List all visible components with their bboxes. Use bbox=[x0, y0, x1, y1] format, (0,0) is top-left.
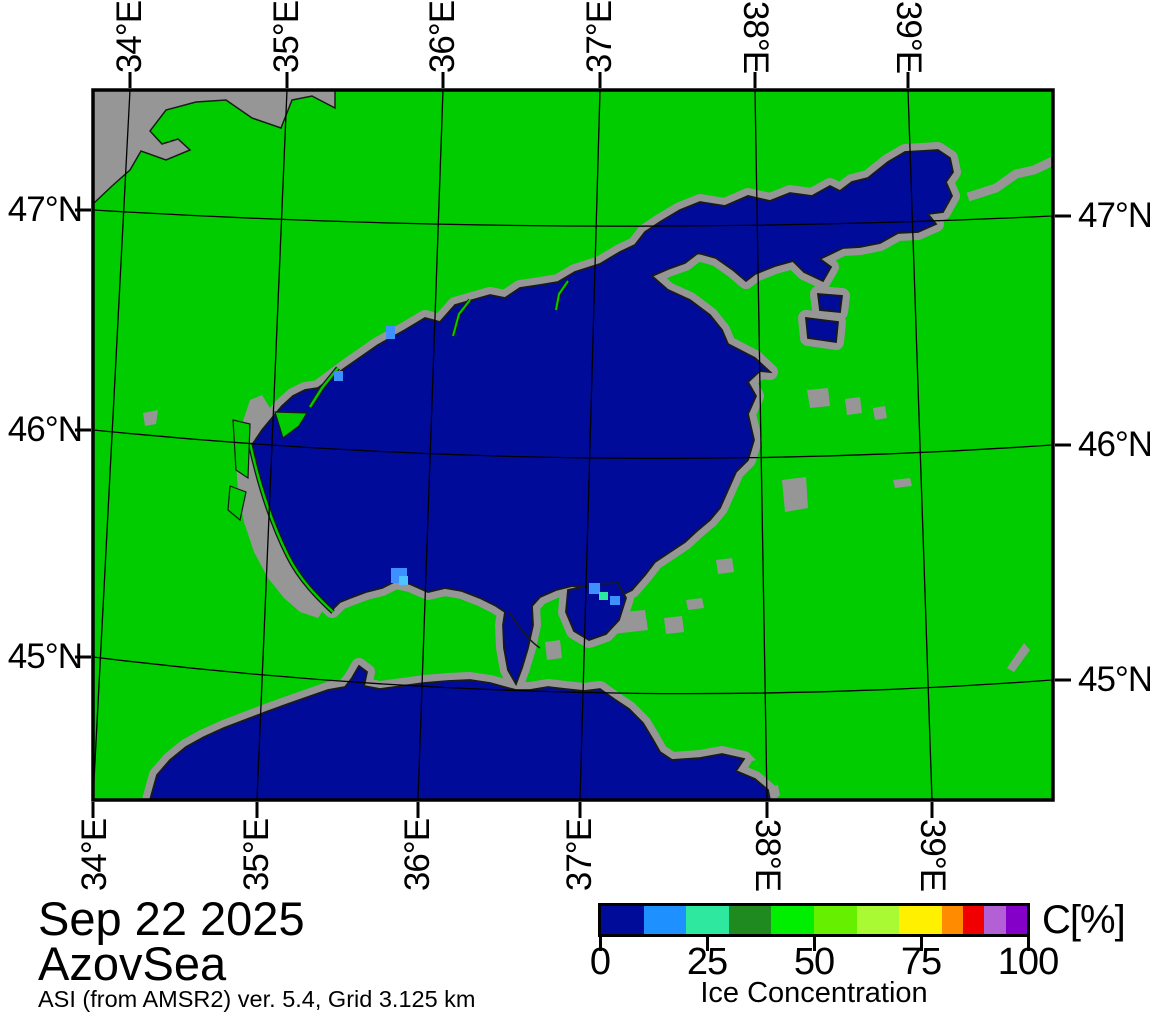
colorbar-tick-25 bbox=[706, 937, 709, 951]
lon-label-top-34e: 34°E bbox=[110, 0, 149, 74]
lon-label-bottom-36e: 36°E bbox=[398, 818, 437, 892]
colorbar-tick-0 bbox=[599, 937, 602, 951]
colorbar-segment-10-20 bbox=[643, 906, 687, 934]
colorbar-caption: Ice Concentration bbox=[700, 977, 928, 1009]
liman-south bbox=[804, 316, 839, 344]
axis-ticks bbox=[75, 72, 1071, 818]
lat-label-right-45n: 45°N bbox=[1078, 660, 1150, 699]
lon-label-top-37e: 37°E bbox=[580, 0, 619, 74]
meridian-38e bbox=[754, 90, 768, 800]
lat-label-left-46n: 46°N bbox=[7, 410, 83, 449]
parallel-47n bbox=[93, 209, 1053, 227]
henichesk-peninsula bbox=[274, 411, 309, 439]
lon-label-top-36e: 36°E bbox=[423, 0, 462, 74]
north-coast-spits bbox=[451, 279, 570, 337]
colorbar-unit-label: C[%] bbox=[1042, 898, 1126, 942]
colorbar-tick-100 bbox=[1027, 937, 1030, 951]
colorbar-segment-20-30 bbox=[686, 906, 729, 934]
black-sea bbox=[149, 664, 771, 800]
coast-zone-northwest bbox=[93, 90, 336, 206]
lon-label-bottom-37e: 37°E bbox=[560, 818, 599, 892]
lon-label-top-35e: 35°E bbox=[267, 0, 306, 74]
colorbar-segment-95-100 bbox=[1005, 906, 1027, 934]
region-title: AzovSea bbox=[38, 937, 227, 990]
lon-label-bottom-39e: 39°E bbox=[913, 818, 952, 892]
coast-gray-patches bbox=[143, 388, 1030, 798]
map-frame bbox=[91, 88, 1055, 802]
colorbar-segment-70-80 bbox=[899, 906, 942, 934]
lon-label-top-38e: 38°E bbox=[736, 0, 775, 74]
colorbar-segment-50-60 bbox=[813, 906, 857, 934]
meridian-37e bbox=[579, 90, 601, 800]
colorbar-num-100: 100 bbox=[997, 941, 1059, 983]
meridian-39e bbox=[907, 90, 933, 800]
colorbar-segment-30-40 bbox=[728, 906, 772, 934]
graticule bbox=[93, 90, 1053, 800]
ice-pixels bbox=[334, 326, 620, 605]
colorbar-segment-60-70 bbox=[856, 906, 900, 934]
product-note: ASI (from AMSR2) ver. 5.4, Grid 3.125 km bbox=[38, 986, 476, 1012]
lat-label-left-47n: 47°N bbox=[7, 190, 83, 229]
date-title: Sep 22 2025 bbox=[38, 892, 305, 945]
colorbar-num-25: 25 bbox=[686, 941, 728, 983]
lat-label-left-45n: 45°N bbox=[7, 637, 83, 676]
colorbar-tick-75 bbox=[920, 937, 923, 951]
colorbar-num-75: 75 bbox=[900, 941, 942, 983]
river-don-ribbon bbox=[966, 156, 1053, 202]
liman-north bbox=[816, 293, 844, 313]
colorbar-segment-80-85 bbox=[941, 906, 964, 934]
colorbar-tick-50 bbox=[813, 937, 816, 951]
colorbar bbox=[598, 903, 1030, 937]
colorbar-segment-0-10 bbox=[601, 906, 644, 934]
parallel-46n bbox=[93, 429, 1053, 460]
lat-label-right-47n: 47°N bbox=[1078, 196, 1150, 235]
lon-label-bottom-35e: 35°E bbox=[237, 818, 276, 892]
meridian-36e bbox=[417, 90, 444, 800]
lat-label-right-46n: 46°N bbox=[1078, 425, 1150, 464]
colorbar-segment-85-90 bbox=[963, 906, 985, 934]
lon-label-bottom-38e: 38°E bbox=[748, 818, 787, 892]
colorbar-num-50: 50 bbox=[793, 941, 835, 983]
arabat-spit bbox=[247, 366, 340, 614]
green-patch-west-2 bbox=[227, 485, 247, 522]
lon-label-top-39e: 39°E bbox=[889, 0, 928, 74]
colorbar-num-0: 0 bbox=[589, 941, 611, 983]
green-patch-west-1 bbox=[232, 419, 251, 480]
meridian-34e bbox=[93, 90, 131, 800]
colorbar-segment-90-95 bbox=[984, 906, 1006, 934]
colorbar-segment-40-50 bbox=[771, 906, 814, 934]
parallel-45n bbox=[93, 656, 1053, 695]
kerch-strait-line bbox=[508, 611, 541, 649]
lon-label-bottom-34e: 34°E bbox=[75, 818, 114, 892]
